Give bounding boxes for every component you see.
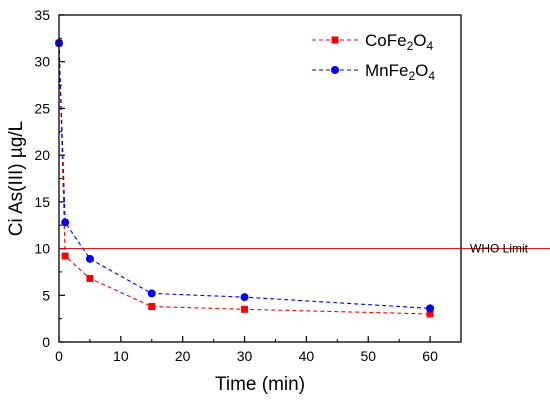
- y-tick-label: 35: [34, 7, 50, 23]
- data-point-0: [148, 302, 156, 310]
- legend-marker-0: [331, 36, 339, 44]
- legend-label-part: 2: [407, 39, 414, 53]
- who-limit-line-group: WHO Limit: [59, 242, 550, 256]
- data-point-0: [241, 305, 249, 313]
- y-tick-label: 25: [34, 100, 50, 116]
- series-line-1: [58, 43, 431, 309]
- data-point-1: [61, 218, 70, 227]
- x-tick-label: 50: [360, 348, 376, 364]
- data-point-0: [86, 274, 94, 282]
- legend-label-part: MnFe: [365, 61, 408, 80]
- x-tick-label: 10: [113, 348, 129, 364]
- y-axis-title: Ci As(III) µg/L: [6, 121, 27, 236]
- y-tick-label: 30: [34, 54, 50, 70]
- x-tick-label: 30: [237, 348, 253, 364]
- legend-marker-1: [331, 66, 339, 74]
- legend-label-part: O: [413, 31, 426, 50]
- data-point-0: [61, 252, 69, 260]
- x-tick-label: 40: [299, 348, 315, 364]
- data-point-1: [147, 289, 156, 298]
- legend-label-part: 2: [408, 69, 415, 83]
- x-tick-label: 60: [422, 348, 438, 364]
- legend-label-part: O: [415, 61, 428, 80]
- legend-label-part: CoFe: [365, 31, 407, 50]
- data-point-1: [426, 304, 435, 313]
- data-point-1: [240, 293, 249, 302]
- x-axis-ticks: 0 10 20 30 40 50 60: [55, 336, 438, 364]
- data-point-1: [85, 254, 94, 263]
- x-tick-label: 0: [55, 348, 63, 364]
- who-limit-label: WHO Limit: [470, 242, 529, 256]
- plot-marks: [55, 39, 435, 318]
- legend-label-1: MnFe2O4: [365, 61, 435, 83]
- legend-label-0: CoFe2O4: [365, 31, 434, 53]
- y-tick-label: 5: [42, 287, 50, 303]
- y-tick-label: 15: [34, 194, 50, 210]
- y-tick-label: 10: [34, 241, 50, 257]
- y-tick-label: 20: [34, 147, 50, 163]
- legend-label-part: 4: [427, 39, 434, 53]
- y-tick-label: 0: [42, 334, 50, 350]
- y-axis-ticks: 0 5 10 15 20 25 30 35: [34, 7, 65, 350]
- x-tick-label: 20: [175, 348, 191, 364]
- x-axis-title: Time (min): [215, 374, 305, 395]
- data-point-0: [426, 310, 434, 318]
- legend-label-part: 4: [428, 69, 435, 83]
- series-line-0: [58, 43, 431, 315]
